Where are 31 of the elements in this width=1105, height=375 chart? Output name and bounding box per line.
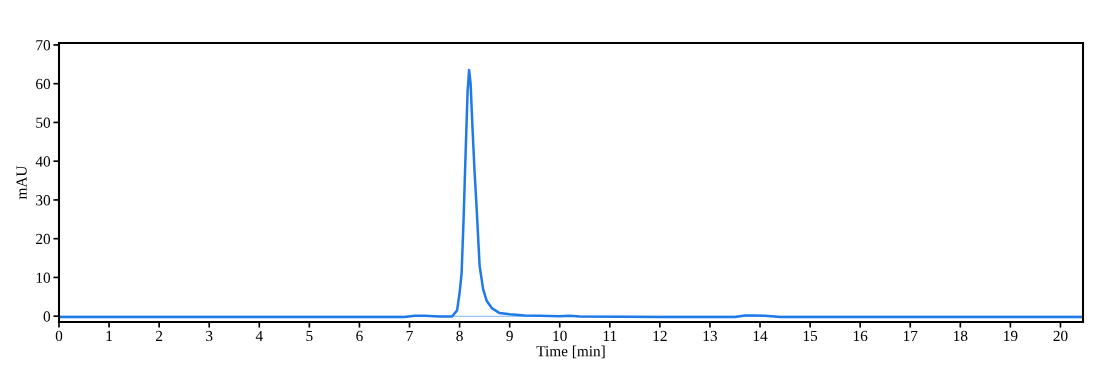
y-tick-label: 10	[36, 272, 51, 283]
y-tick-label: 30	[36, 195, 51, 206]
x-tick-label: 15	[803, 330, 818, 342]
x-tick-label: 6	[356, 330, 363, 342]
x-tick-label: 13	[703, 330, 717, 342]
y-axis-title: mAU	[16, 165, 27, 200]
x-tick-label: 1	[106, 330, 112, 341]
y-tick-label: 70	[36, 40, 51, 51]
x-tick-label: 9	[506, 330, 513, 342]
y-tick-label: 60	[36, 78, 51, 90]
x-tick-label: 16	[853, 330, 868, 342]
x-tick-label: 7	[406, 330, 413, 341]
x-axis-title: Time [min]	[536, 345, 605, 359]
x-tick-label: 0	[55, 330, 63, 342]
x-tick-label: 17	[903, 330, 918, 341]
x-tick-label: 8	[456, 330, 463, 342]
x-tick-label: 14	[753, 330, 768, 341]
x-tick-label: 20	[1053, 330, 1068, 342]
x-tick-label: 18	[954, 330, 968, 342]
y-tick-label: 40	[35, 156, 51, 167]
x-tick-label: 4	[255, 330, 263, 341]
x-tick-label: 5	[306, 330, 313, 342]
x-tick-label: 2	[156, 330, 163, 341]
x-tick-label: 3	[206, 330, 213, 342]
x-tick-label: 10	[553, 330, 567, 342]
y-tick-label: 0	[43, 311, 51, 322]
x-tick-label: 12	[653, 330, 667, 341]
y-tick-label: 50	[36, 117, 51, 128]
y-tick-label: 20	[36, 233, 51, 245]
x-tick-label: 19	[1004, 330, 1018, 342]
x-tick-label: 11	[603, 330, 617, 341]
